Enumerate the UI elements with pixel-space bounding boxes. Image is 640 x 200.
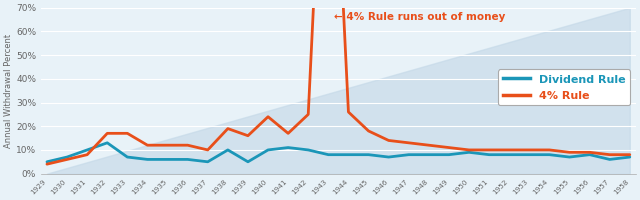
Text: ← 4% Rule runs out of money: ← 4% Rule runs out of money [334,12,506,22]
Legend: Dividend Rule, 4% Rule: Dividend Rule, 4% Rule [498,69,630,105]
Y-axis label: Annual Withdrawal Percent: Annual Withdrawal Percent [4,34,13,148]
